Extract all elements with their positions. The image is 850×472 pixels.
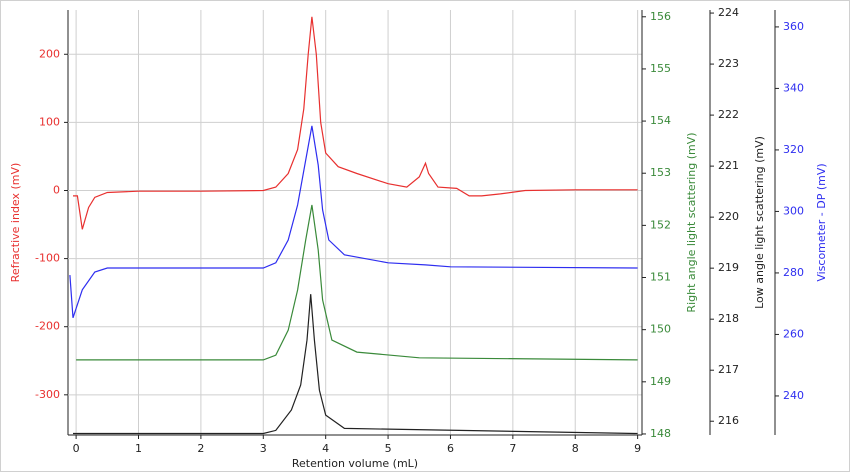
x-tick-label: 0 [73, 442, 80, 455]
y-axis-title: Viscometer - DP (mV) [815, 163, 828, 281]
y-tick-label: 156 [650, 10, 671, 23]
y-tick-label: 218 [718, 312, 739, 325]
y-tick-label: 260 [783, 327, 804, 340]
y-tick-label: -200 [35, 320, 60, 333]
data-line [73, 16, 638, 230]
data-line [73, 294, 638, 435]
x-tick-label: 7 [509, 442, 516, 455]
data-line [69, 125, 638, 318]
x-tick-label: 2 [197, 442, 204, 455]
y-tick-label: 300 [783, 204, 804, 217]
x-tick-label: 9 [634, 442, 641, 455]
y-tick-label: 150 [650, 323, 671, 336]
y-axis-title: Refractive index (mV) [9, 163, 22, 283]
y-tick-label: 153 [650, 166, 671, 179]
y-tick-label: 216 [718, 414, 739, 427]
y-tick-label: 217 [718, 363, 739, 376]
y-tick-label: 223 [718, 57, 739, 70]
y-tick-label: 224 [718, 6, 739, 19]
x-tick-label: 8 [572, 442, 579, 455]
y-tick-label: 360 [783, 20, 804, 33]
y-tick-label: 219 [718, 261, 739, 274]
y-tick-label: 151 [650, 271, 671, 284]
x-tick-label: 6 [447, 442, 454, 455]
y-tick-label: -300 [35, 388, 60, 401]
x-tick-label: 4 [322, 442, 329, 455]
y-tick-label: 0 [53, 183, 60, 196]
x-tick-label: 3 [260, 442, 267, 455]
y-tick-label: 240 [783, 389, 804, 402]
y-tick-label: 155 [650, 62, 671, 75]
y-tick-label: 221 [718, 159, 739, 172]
y-tick-label: 100 [39, 115, 60, 128]
y-tick-label: 154 [650, 114, 671, 127]
y-tick-label: 152 [650, 218, 671, 231]
y-tick-label: 340 [783, 81, 804, 94]
y-tick-label: -100 [35, 252, 60, 265]
data-line [76, 204, 638, 361]
x-axis-title: Retention volume (mL) [292, 457, 418, 470]
y-tick-label: 148 [650, 427, 671, 440]
y-axis-title: Right angle light scattering (mV) [685, 132, 698, 312]
y-tick-label: 200 [39, 47, 60, 60]
y-tick-label: 222 [718, 108, 739, 121]
y-axis-title: Low angle light scattering (mV) [753, 136, 766, 309]
y-tick-label: 280 [783, 266, 804, 279]
y-tick-label: 320 [783, 143, 804, 156]
x-tick-label: 5 [385, 442, 392, 455]
y-tick-label: 220 [718, 210, 739, 223]
x-tick-label: 1 [135, 442, 142, 455]
y-tick-label: 149 [650, 375, 671, 388]
